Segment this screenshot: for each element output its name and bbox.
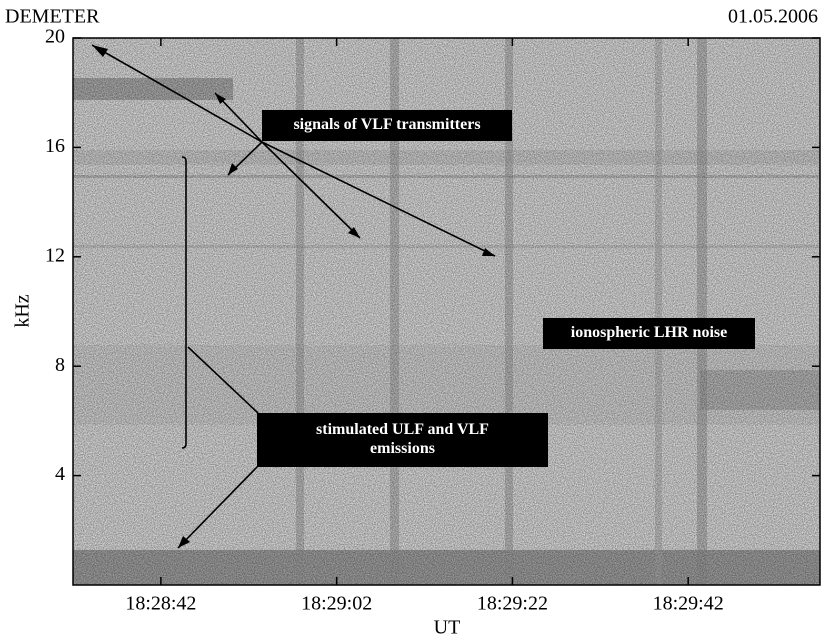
annotation-box (262, 110, 512, 141)
plot-frame (72, 37, 821, 586)
annotation-text: ionospheric LHR noise (571, 324, 727, 341)
annotation: signals of VLF transmitters (262, 110, 512, 141)
x-axis-label: UT (434, 617, 461, 639)
x-tick-label: 18:29:42 (653, 593, 724, 615)
y-tick-label: 12 (45, 244, 65, 266)
annotation-box (543, 318, 755, 349)
x-tick-label: 18:29:02 (301, 593, 372, 615)
annotation: ionospheric LHR noise (543, 318, 755, 349)
annotation-text: stimulated ULF and VLF (316, 421, 489, 438)
annotation: stimulated ULF and VLF emissions (257, 413, 548, 467)
y-tick-label: 4 (55, 463, 65, 485)
annotation-arrows (91, 44, 496, 549)
x-tick-label: 18:28:42 (125, 593, 196, 615)
chart-title: DEMETER (5, 6, 100, 28)
y-tick-label: 8 (55, 354, 65, 376)
annotation-box (257, 413, 548, 467)
y-tick-label: 16 (45, 135, 65, 157)
date: 01.05.2006 (728, 6, 818, 28)
y-axis-label: kHz (12, 294, 34, 327)
annotation-text: emissions (370, 440, 435, 457)
x-tick-label: 18:29:22 (477, 593, 548, 615)
annotation-text: signals of VLF transmitters (293, 116, 480, 133)
y-tick-label: 20 (45, 26, 65, 48)
